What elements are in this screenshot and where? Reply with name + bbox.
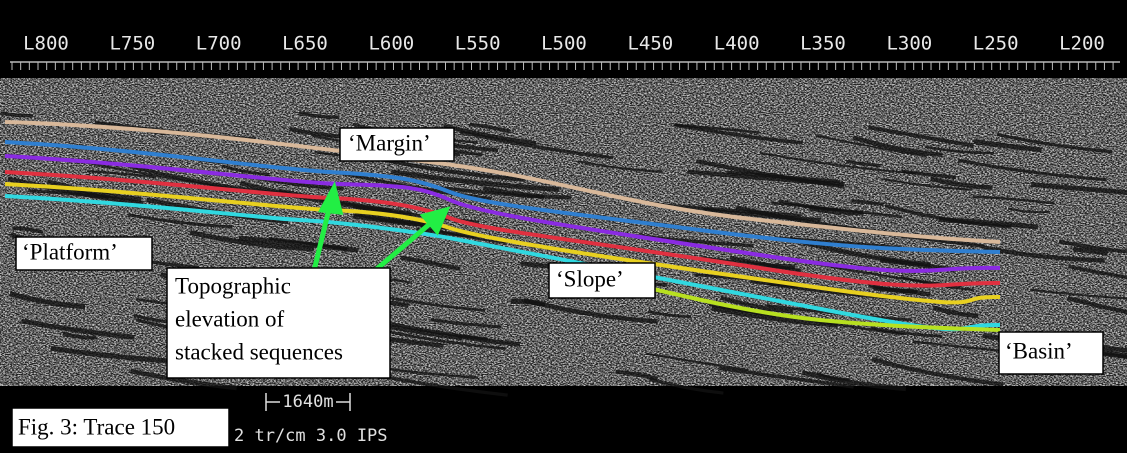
axis-label: L300: [886, 33, 932, 55]
axis-label: L200: [1059, 33, 1105, 55]
caption: Fig. 3: Trace 150: [18, 414, 175, 439]
axis-label: L250: [973, 33, 1019, 55]
axis-label: L750: [109, 33, 155, 55]
axis-label: L400: [714, 33, 760, 55]
axis-label: L550: [455, 33, 501, 55]
elevation-label: stacked sequences: [175, 339, 343, 364]
axis-label: L650: [282, 33, 328, 55]
axis-label: L450: [627, 33, 673, 55]
basin-label: ‘Basin’: [1005, 338, 1073, 363]
seismic-figure: L800 L750 L700 L650 L600 L550 L500 L450 L400 L350…: [0, 0, 1127, 453]
axis-label: L350: [800, 33, 846, 55]
scale-label: 1640m: [282, 392, 333, 412]
slope-label: ‘Slope’: [556, 266, 624, 291]
margin-label: ‘Margin’: [348, 130, 431, 155]
platform-label: ‘Platform’: [22, 239, 118, 264]
axis-label: L500: [541, 33, 587, 55]
axis-label: L600: [368, 33, 414, 55]
elevation-label: Topographic: [175, 273, 291, 298]
axis-label: L700: [196, 33, 242, 55]
axis-label: L800: [23, 33, 69, 55]
footer-text: 2 tr/cm 3.0 IPS: [234, 426, 388, 446]
elevation-label: elevation of: [175, 306, 285, 331]
